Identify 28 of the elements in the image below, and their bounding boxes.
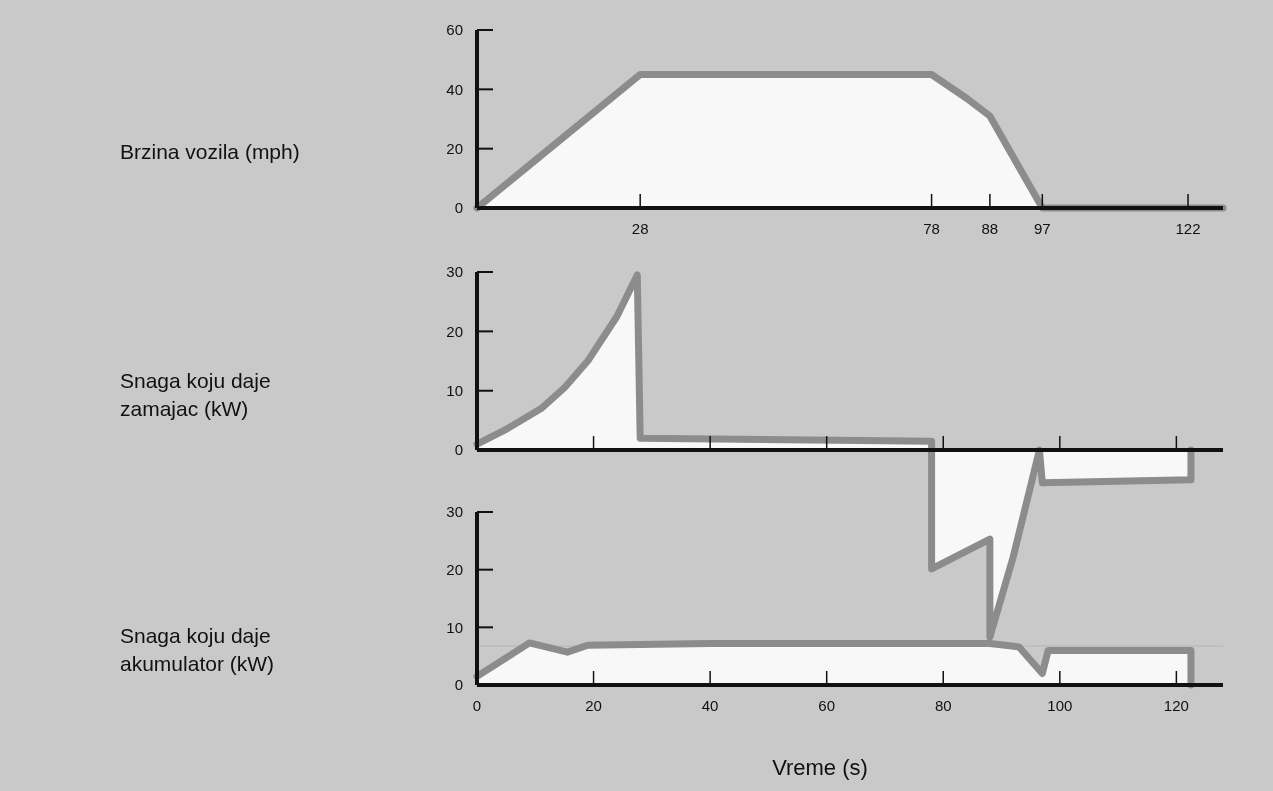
- y-axis-title: Brzina vozila (mph): [120, 140, 300, 164]
- y-tick-label: 60: [446, 21, 463, 39]
- y-tick-label: 20: [446, 139, 463, 157]
- x-tick-label: 20: [585, 697, 602, 714]
- x-axis-title: Vreme (s): [772, 755, 868, 780]
- x-tick-label: 28: [631, 220, 649, 237]
- y-tick-label: 40: [446, 80, 463, 98]
- y-tick-label: 10: [446, 381, 463, 399]
- y-tick-label: 0: [454, 441, 463, 459]
- y-tick-label: 30: [446, 263, 463, 281]
- x-tick-label: 40: [701, 697, 719, 714]
- x-tick-label: 60: [818, 697, 836, 714]
- x-tick-label: 97: [1033, 220, 1051, 237]
- y-tick-label: 30: [446, 503, 463, 521]
- y-axis-title: Snaga koju daje akumulator (kW): [120, 624, 275, 676]
- y-axis-title: Snaga koju daje zamajac (kW): [120, 369, 271, 421]
- x-tick-label: 120: [1163, 697, 1189, 714]
- x-tick-label: 100: [1047, 697, 1073, 714]
- y-tick-label: 20: [446, 560, 463, 578]
- y-tick-label: 0: [454, 676, 463, 694]
- y-tick-label: 20: [446, 322, 463, 340]
- x-tick-label: 88: [981, 220, 999, 237]
- x-tick-label: 122: [1175, 220, 1201, 237]
- x-tick-label: 0: [472, 697, 482, 714]
- y-tick-label: 10: [446, 618, 463, 636]
- y-tick-label: 0: [454, 199, 463, 217]
- x-tick-label: 80: [934, 697, 952, 714]
- x-tick-label: 78: [923, 220, 940, 237]
